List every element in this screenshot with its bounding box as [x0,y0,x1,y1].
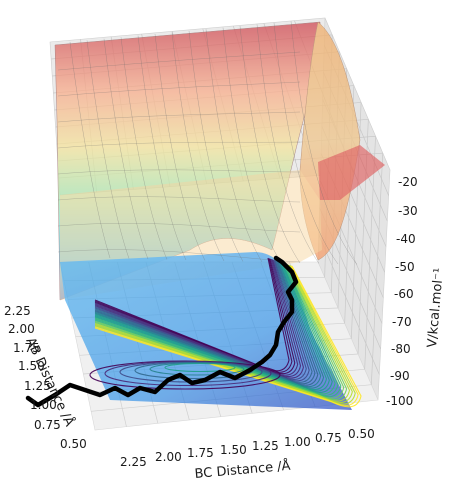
contour-line [164,362,236,373]
surface-mesh-line [154,33,206,261]
z-axis-label: V/kcal.mol⁻¹ [425,267,447,348]
surface-mesh-line [57,196,301,203]
y-tick-label: 1.00 [30,398,57,412]
x-axis: 2.25 2.00 1.75 1.50 1.25 1.00 0.75 0.50 … [120,427,375,478]
x-tick-label: 1.75 [187,446,214,460]
x-tick-label: 1.50 [220,443,247,457]
surface-mesh-line [57,223,301,233]
z-tick-label: -100 [386,394,413,408]
y-tick-label: 2.25 [4,304,31,318]
z-tick-label: -80 [391,342,411,356]
z-tick-label: -30 [398,204,418,218]
x-axis-label: BC Distance /Å [194,458,291,478]
surface-mesh-line [222,27,282,263]
reaction-trajectory [25,255,299,408]
z-axis: -20 -30 -40 -50 -60 -70 -80 -90 -100 V/k… [386,175,447,408]
y-tick-label: 0.50 [60,437,87,451]
x-tick-label: 0.75 [315,431,342,445]
x-tick-label: 2.25 [120,455,147,469]
surface-mesh-line [171,32,225,262]
surface-red-ridge [318,145,385,200]
y-tick-label: 1.75 [13,341,40,355]
surface-mesh-line [273,22,339,265]
y-tick-label: 1.50 [18,359,45,373]
surface-mesh-line [57,111,301,123]
surface-mesh-lines [57,21,358,265]
surface-mesh-line [205,29,263,263]
surface-mesh-line [57,81,301,97]
surface-mesh-line [137,35,187,261]
z-tick-label: -20 [398,175,418,189]
z-tick-label: -40 [396,232,416,246]
y-tick-label: 1.25 [24,379,51,393]
surface-mesh-line [103,38,149,260]
x-tick-label: 1.25 [252,439,279,453]
x-tick-label: 1.00 [284,435,311,449]
surface-mesh-line [86,40,130,259]
surface-mesh-line [69,41,111,259]
surface-right-wall [299,21,361,261]
surface-mesh-line [256,24,320,264]
grid-line [364,136,376,370]
contour-lines [89,257,362,408]
surface-mesh-line [120,37,168,260]
y-tick-label: 2.00 [8,322,35,336]
surface-mesh-line [290,21,358,265]
z-tick-label: -50 [395,260,415,274]
grid-line [370,153,384,385]
x-tick-label: 2.00 [155,450,182,464]
z-tick-label: -90 [390,369,410,383]
y-tick-label: 0.75 [34,418,61,432]
grid-line [318,234,380,375]
x-tick-label: 0.50 [348,427,375,441]
surface-mesh-line [57,141,301,149]
contour-line [94,265,362,408]
surface-mesh-line [57,169,301,175]
z-tick-label: -60 [394,287,414,301]
surface-mesh-line [188,30,244,262]
surface-mesh-line [57,51,301,71]
surface-mesh-line [239,25,301,264]
z-tick-label: -70 [392,315,412,329]
